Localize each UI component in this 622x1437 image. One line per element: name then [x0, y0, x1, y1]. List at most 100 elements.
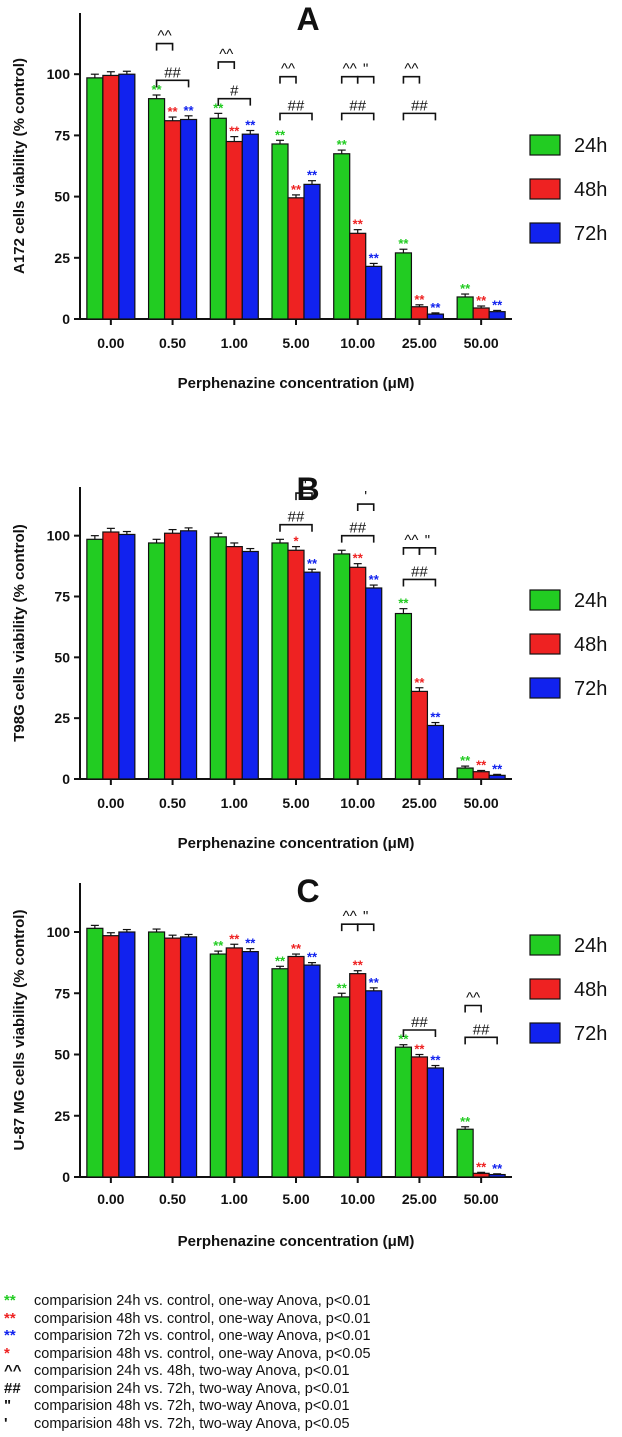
significance-mark: ** [369, 975, 380, 990]
footnote-row: ** comparision 72h vs. control, one-way A… [0, 1325, 622, 1349]
significance-mark: ** [492, 1161, 503, 1176]
bracket-label: " [425, 532, 430, 549]
footnote-symbol: " [4, 1397, 12, 1414]
bar [225, 947, 243, 1178]
bar [271, 143, 289, 320]
bar [394, 252, 413, 320]
x-tick-label: 5.00 [282, 1191, 309, 1207]
footnote-row: ' comparision 48h vs. 72h, two-way Anova,… [0, 1413, 622, 1437]
bracket-label: " [301, 477, 306, 494]
bracket-label: ## [411, 1014, 428, 1031]
significance-mark: ** [275, 127, 286, 142]
bracket-label: ^^ [343, 61, 357, 78]
significance-bracket [279, 75, 297, 84]
bar [209, 953, 227, 1178]
x-tick-label: 50.00 [464, 795, 499, 811]
bracket-label: ## [349, 520, 366, 537]
significance-mark: ** [353, 958, 364, 973]
bar [488, 311, 506, 320]
bar [163, 532, 182, 780]
x-tick-label: 0.00 [97, 335, 124, 351]
significance-mark: ** [398, 596, 409, 611]
bracket-label: ^^ [281, 61, 295, 78]
bar [287, 955, 305, 1178]
significance-bracket [340, 923, 359, 932]
significance-mark: ** [229, 124, 240, 139]
significance-mark: ** [245, 936, 256, 951]
x-tick-label: 50.00 [464, 1191, 499, 1207]
bracket-label: ## [473, 1021, 490, 1038]
bar [163, 937, 182, 1178]
significance-mark: ** [460, 753, 471, 768]
x-tick-label: 0.50 [159, 1191, 186, 1207]
y-axis-label: A172 cells viability (% control) [11, 58, 28, 274]
legend-swatch [529, 677, 561, 699]
significance-mark: ** [353, 551, 364, 566]
footnote-symbol: ** [4, 1327, 16, 1344]
bar [333, 153, 351, 320]
significance-bracket [356, 923, 375, 932]
significance-mark: ** [229, 931, 240, 946]
x-tick-label: 10.00 [340, 335, 375, 351]
x-tick-label: 25.00 [402, 1191, 437, 1207]
panel-label: B [296, 471, 319, 507]
bar [271, 542, 289, 780]
bar [349, 973, 367, 1178]
bar [209, 117, 227, 320]
bar [225, 140, 243, 320]
bracket-label: # [230, 83, 239, 100]
significance-mark: ** [184, 103, 195, 118]
significance-mark: ** [245, 118, 256, 133]
bracket-label: ^^ [404, 61, 418, 78]
bar [147, 542, 166, 780]
significance-mark: ** [476, 757, 487, 772]
bar [147, 98, 166, 320]
legend-swatch [529, 222, 561, 244]
significance-mark: ** [213, 100, 224, 115]
significance-mark: ** [476, 1159, 487, 1174]
bar [472, 771, 490, 780]
significance-bracket [295, 492, 313, 501]
bar [410, 1056, 429, 1178]
footnote-symbol: ^^ [4, 1362, 22, 1379]
footnote-row: ** comparision 24h vs. control, one-way A… [0, 1290, 622, 1314]
bar [303, 964, 321, 1178]
significance-bracket [402, 112, 437, 121]
x-tick-label: 0.50 [159, 335, 186, 351]
significance-mark: ** [398, 236, 409, 251]
footnote-text: comparision 48h vs. control, one-way Ano… [34, 1310, 371, 1327]
footnote-symbol: ## [4, 1379, 21, 1397]
panel-label: A [296, 1, 319, 37]
legend-label: 24h [574, 135, 607, 157]
bracket-label: " [363, 908, 368, 925]
bar [426, 724, 445, 780]
footnote-text: comparision 48h vs. 72h, two-way Anova, … [34, 1415, 350, 1432]
bar [179, 118, 198, 320]
significance-bracket [402, 1029, 437, 1037]
y-tick-label: 50 [54, 649, 70, 665]
bracket-label: ## [288, 509, 305, 526]
significance-bracket [155, 79, 190, 88]
legend-swatch [529, 589, 561, 611]
footnote-row: ^^ comparision 24h vs. 48h, two-way Anova… [0, 1360, 622, 1384]
bar [333, 553, 351, 780]
significance-mark: ** [369, 572, 380, 587]
significance-mark: * [293, 534, 299, 549]
bracket-label: ## [349, 97, 366, 114]
bar [303, 183, 321, 320]
bar [118, 931, 136, 1178]
legend-label: 24h [574, 935, 607, 957]
x-tick-label: 1.00 [221, 335, 248, 351]
significance-mark: ** [168, 104, 179, 119]
y-tick-label: 75 [54, 985, 70, 1001]
significance-mark: ** [353, 217, 364, 232]
footnote-row: ## comparision 24h vs. 72h, two-way Anova… [0, 1378, 622, 1402]
x-axis-label: Perphenazine concentration (μM) [178, 835, 415, 852]
x-tick-label: 0.00 [97, 795, 124, 811]
y-tick-label: 25 [54, 710, 70, 726]
y-tick-label: 50 [54, 189, 70, 205]
bar [410, 690, 429, 780]
significance-mark: ** [152, 82, 163, 97]
bar [118, 533, 136, 780]
bar [287, 549, 305, 780]
